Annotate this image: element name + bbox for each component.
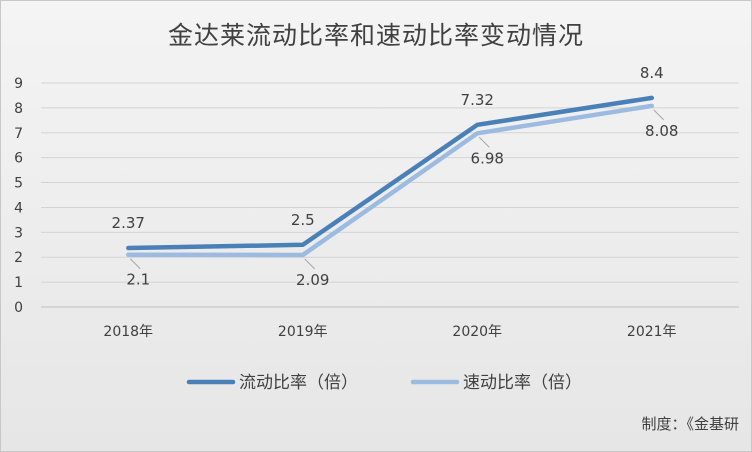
data-label: 6.98 [471,149,504,167]
data-label: 8.08 [645,122,678,140]
legend-label: 流动比率（倍） [239,373,358,393]
series-line [126,95,655,251]
y-tick-label: 9 [14,76,23,92]
data-label: 2.09 [296,271,329,289]
y-tick-label: 8 [14,101,23,117]
data-label: 2.37 [112,214,145,232]
y-tick-label: 7 [14,126,23,142]
y-tick-label: 6 [14,151,23,167]
series-line [126,103,655,258]
chart-title: 金达莱流动比率和速动比率变动情况 [167,21,584,50]
y-tick-label: 4 [14,200,23,216]
x-tick-label: 2021年 [627,324,677,340]
x-tick-label: 2019年 [278,324,328,340]
source-credit: 制度：《金基研 [641,415,739,433]
legend-label: 速动比率（倍） [463,373,582,393]
leader-line [304,258,316,270]
data-label: 2.5 [291,211,315,229]
y-tick-label: 3 [14,225,23,241]
x-tick-label: 2020年 [452,324,502,340]
y-tick-label: 2 [14,250,23,266]
data-label: 2.1 [126,271,150,289]
leader-line [653,109,665,121]
x-tick-label: 2018年 [103,324,153,340]
y-tick-label: 1 [14,275,23,291]
leader-line [478,136,490,148]
leader-line [129,258,141,270]
y-tick-label: 5 [14,176,23,192]
data-label: 8.4 [640,64,664,82]
y-tick-label: 0 [14,300,23,316]
data-label: 7.32 [461,91,494,109]
